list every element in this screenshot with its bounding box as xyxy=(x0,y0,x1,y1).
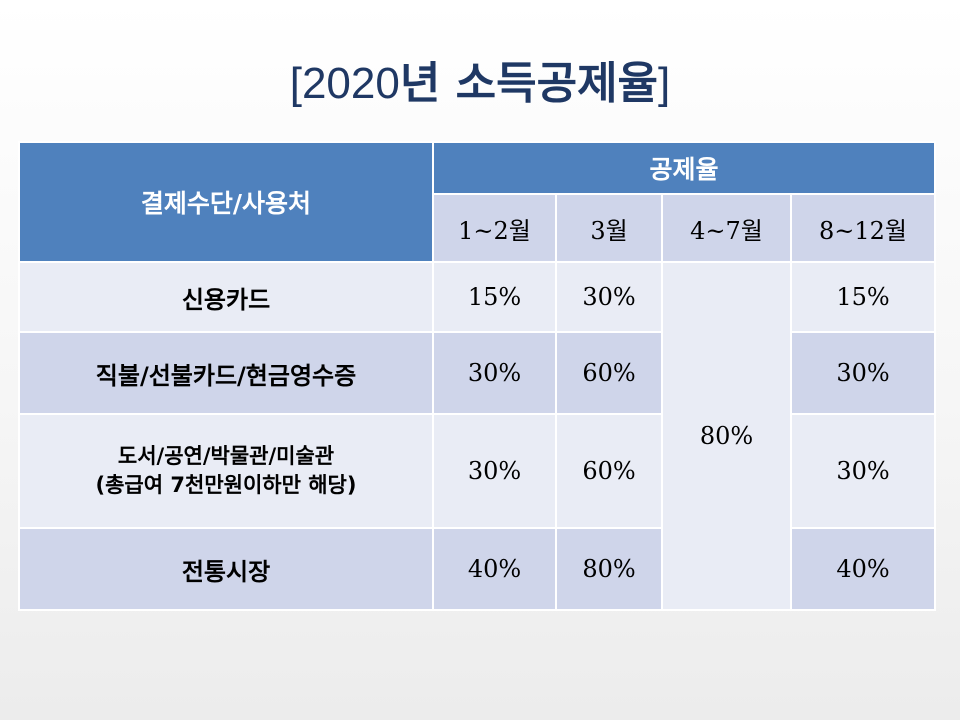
rate-cell: 30% xyxy=(555,261,663,333)
rate-cell: 15% xyxy=(432,261,557,333)
period-header-apr-jul: 4~7월 xyxy=(661,193,792,263)
table-row: 도서/공연/박물관/미술관 (총급여 7천만원이하만 해당) 30% 60% 3… xyxy=(18,413,937,529)
table-header-row: 결제수단/사용처 공제율 xyxy=(18,141,937,263)
rate-cell: 30% xyxy=(432,413,557,529)
slide-title: [2020년 소득공제율] xyxy=(0,52,960,116)
row-label-credit-card: 신용카드 xyxy=(18,261,434,333)
title-close-bracket: ] xyxy=(658,59,671,108)
rate-cell: 15% xyxy=(789,261,937,333)
title-year: 2020 xyxy=(301,59,400,108)
deduction-rate-header: 공제율 xyxy=(431,141,937,195)
period-header-row: 1~2월 3월 4~7월 8~12월 xyxy=(19,193,937,263)
rate-cell: 40% xyxy=(432,527,557,611)
row-label-culture: 도서/공연/박물관/미술관 (총급여 7천만원이하만 해당) xyxy=(18,413,434,529)
rate-cell: 40% xyxy=(789,527,937,611)
period-header-mar: 3월 xyxy=(555,193,663,263)
title-main: 년 소득공제율 xyxy=(399,58,659,109)
rate-cell: 80% xyxy=(555,527,663,611)
period-header-aug-dec: 8~12월 xyxy=(789,193,937,263)
payment-method-header: 결제수단/사용처 xyxy=(18,141,434,263)
deduction-rate-table: 결제수단/사용처 공제율 1~2월 3월 4~7월 8~12월 신용카드 15%… xyxy=(18,141,937,611)
row-label-culture-line2: (총급여 7천만원이하만 해당) xyxy=(95,473,357,497)
row-label-traditional-market: 전통시장 xyxy=(18,527,434,611)
title-open-bracket: [ xyxy=(289,59,302,108)
table-row: 전통시장 40% 80% 40% xyxy=(18,527,937,611)
rate-cell: 30% xyxy=(789,413,937,529)
merged-rate-cell-apr-jul: 80% xyxy=(661,261,792,611)
period-header-jan-feb: 1~2월 xyxy=(432,193,557,263)
table-row: 직불/선불카드/현금영수증 30% 60% 30% xyxy=(18,331,937,415)
table-row: 신용카드 15% 30% 80% 15% xyxy=(18,261,937,611)
row-label-culture-line1: 도서/공연/박물관/미술관 xyxy=(117,444,335,468)
row-label-debit-prepaid-cash-receipt: 직불/선불카드/현금영수증 xyxy=(18,331,434,415)
rate-cell: 30% xyxy=(432,331,557,415)
rate-cell: 60% xyxy=(555,331,663,415)
rate-cell: 60% xyxy=(555,413,663,529)
rate-cell: 30% xyxy=(789,331,937,415)
